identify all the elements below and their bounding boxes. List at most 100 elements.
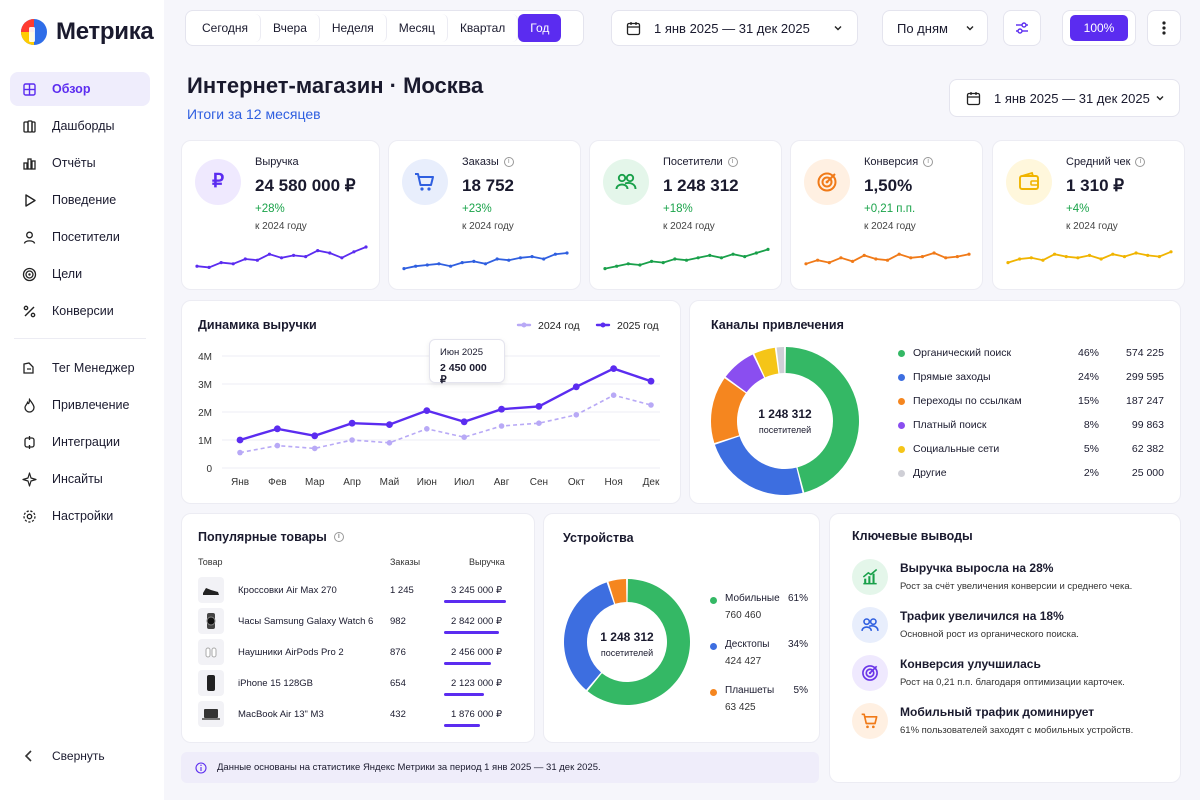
series-point[interactable] <box>274 442 281 449</box>
channel-pct: 46% <box>1077 347 1099 359</box>
sidebar-item-gear[interactable]: Настройки <box>10 499 150 533</box>
series-point[interactable] <box>311 445 318 452</box>
insight-item[interactable]: Мобильный трафик доминирует 61% пользоват… <box>852 703 1152 745</box>
sparkline-point <box>1052 252 1057 256</box>
product-row[interactable]: Кроссовки Air Max 270 1 245 3 245 000 ₽ <box>198 576 518 604</box>
period-tab[interactable]: Сегодня <box>190 14 261 42</box>
sidebar-item-plug[interactable]: Интеграции <box>10 425 150 459</box>
period-tab[interactable]: Неделя <box>320 14 387 42</box>
plug-icon <box>24 435 35 449</box>
period-tab[interactable]: Вчера <box>261 14 320 42</box>
sparkline-point <box>219 261 223 265</box>
series-point[interactable] <box>386 421 393 428</box>
series-point[interactable] <box>535 403 543 410</box>
product-row[interactable]: Часы Samsung Galaxy Watch 6 982 2 842 000 … <box>198 607 518 635</box>
device-slice[interactable] <box>608 579 627 604</box>
channel-slice[interactable] <box>714 436 803 495</box>
series-point[interactable] <box>423 407 431 414</box>
header-date-range-picker[interactable]: 1 янв 2025 — 31 дек 2025 <box>949 79 1180 117</box>
info-icon[interactable]: i <box>333 532 344 542</box>
channel-slice[interactable] <box>785 347 859 493</box>
series-point[interactable] <box>348 419 356 427</box>
zoom-control[interactable]: 100% <box>1062 10 1136 46</box>
grouping-select[interactable]: По дням <box>882 10 988 46</box>
info-icon[interactable]: i <box>503 157 514 167</box>
series-point[interactable] <box>648 402 654 408</box>
kpi-card[interactable]: Конверсия i 1,50% +0,21 п.п. к 2024 году <box>790 140 983 290</box>
insight-item[interactable]: Конверсия улучшилась Рост на 0,21 п.п. бл… <box>852 655 1152 697</box>
channel-slice[interactable] <box>711 378 746 443</box>
channel-name: Другие <box>913 467 947 479</box>
sparkline-point <box>920 255 925 259</box>
insight-item[interactable]: Выручка выросла на 28% Рост за счёт увели… <box>852 559 1152 601</box>
series-point[interactable] <box>498 405 505 413</box>
period-tab[interactable]: Квартал <box>448 14 519 42</box>
series-point[interactable] <box>237 449 243 456</box>
date-range-picker[interactable]: 1 янв 2025 — 31 дек 2025 <box>611 10 858 46</box>
kpi-card[interactable]: Средний чек i 1 310 ₽ +4% к 2024 году <box>992 140 1185 290</box>
series-point[interactable] <box>236 436 244 444</box>
device-slice[interactable] <box>587 579 690 705</box>
series-point[interactable] <box>461 434 467 440</box>
channel-legend-row[interactable]: Платный поиск 8% 99 863 <box>898 418 1166 432</box>
kpi-delta: +18% <box>663 203 693 215</box>
sidebar-item-grid[interactable]: Обзор <box>10 72 150 106</box>
series-point[interactable] <box>386 440 393 446</box>
more-menu-button[interactable] <box>1147 10 1181 46</box>
series-point[interactable] <box>573 412 580 418</box>
series-point[interactable] <box>460 418 468 426</box>
sidebar-item-tag[interactable]: Тег Менеджер <box>10 351 150 385</box>
product-name: Наушники AirPods Pro 2 <box>238 646 344 658</box>
channel-legend-row[interactable]: Прямые заходы 24% 299 595 <box>898 370 1166 384</box>
period-tab[interactable]: Месяц <box>387 14 448 42</box>
sidebar-item-dashboard[interactable]: Дашборды <box>10 109 150 143</box>
sidebar-nav: Обзор Дашборды Отчёты Поведение Посетители Це… <box>10 72 150 536</box>
series-point[interactable] <box>498 423 505 429</box>
collapse-button[interactable]: Свернуть <box>22 749 105 763</box>
channel-slice[interactable] <box>725 354 765 393</box>
device-slice[interactable] <box>564 582 615 690</box>
series-point[interactable] <box>610 392 617 398</box>
sparkline-point <box>1122 255 1127 259</box>
kpi-card[interactable]: ₽ Выручка 24 580 000 ₽ +28% к 2024 году <box>181 140 380 290</box>
channel-name: Органический поиск <box>913 347 1012 359</box>
kpi-card[interactable]: Заказы i 18 752 +23% к 2024 году <box>388 140 581 290</box>
series-point[interactable] <box>424 426 430 432</box>
insight-item[interactable]: Трафик увеличился на 18% Основной рост из… <box>852 607 1152 649</box>
product-row[interactable]: iPhone 15 128GB 654 2 123 000 ₽ <box>198 669 518 697</box>
info-icon[interactable]: i <box>1135 157 1146 167</box>
series-point[interactable] <box>273 425 281 433</box>
sidebar-item-target[interactable]: Цели <box>10 257 150 291</box>
channel-slice[interactable] <box>754 347 779 378</box>
sidebar-item-flame[interactable]: Привлечение <box>10 388 150 422</box>
bar-chart-icon <box>23 157 36 170</box>
channel-legend-row[interactable]: Другие 2% 25 000 <box>898 466 1166 480</box>
sidebar-item-percent[interactable]: Конверсии <box>10 294 150 328</box>
sparkline-point <box>885 258 890 262</box>
kpi-card[interactable]: Посетители i 1 248 312 +18% к 2024 году <box>589 140 782 290</box>
filter-settings-button[interactable] <box>1003 10 1041 46</box>
product-row[interactable]: Наушники AirPods Pro 2 876 2 456 000 ₽ <box>198 638 518 666</box>
series-point[interactable] <box>536 420 542 426</box>
sidebar-item-sparkle[interactable]: Инсайты <box>10 462 150 496</box>
series-point[interactable] <box>349 437 355 443</box>
info-icon[interactable]: i <box>727 157 738 167</box>
sparkline-point <box>955 255 959 259</box>
sidebar-item-user[interactable]: Посетители <box>10 220 150 254</box>
kpi-label: Средний чек <box>1066 156 1131 168</box>
info-icon[interactable]: i <box>923 157 934 167</box>
period-tab[interactable]: Год <box>518 14 562 42</box>
product-row[interactable]: MacBook Air 13" M3 432 1 876 000 ₽ <box>198 700 518 728</box>
logo[interactable]: Метрика <box>20 18 154 46</box>
channel-legend-row[interactable]: Переходы по ссылкам 15% 187 247 <box>898 394 1166 408</box>
series-point[interactable] <box>610 365 618 372</box>
sidebar-item-bar-chart[interactable]: Отчёты <box>10 146 150 180</box>
sidebar-item-play[interactable]: Поведение <box>10 183 150 217</box>
channel-legend-row[interactable]: Органический поиск 46% 574 225 <box>898 346 1166 360</box>
series-point[interactable] <box>647 377 655 385</box>
channel-slice[interactable] <box>776 347 785 374</box>
series-point[interactable] <box>311 432 319 440</box>
legend-dot <box>898 469 905 477</box>
channel-legend-row[interactable]: Социальные сети 5% 62 382 <box>898 442 1166 456</box>
series-point[interactable] <box>572 383 580 391</box>
